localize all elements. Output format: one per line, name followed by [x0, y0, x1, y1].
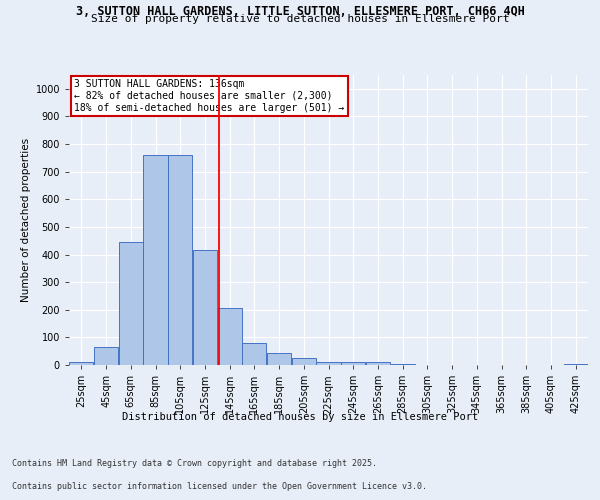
Bar [143, 155, 167, 365]
Bar [316, 362, 341, 365]
Bar [391, 364, 415, 365]
Bar [563, 364, 587, 365]
Bar [94, 347, 118, 365]
Y-axis label: Number of detached properties: Number of detached properties [22, 138, 31, 302]
Bar [168, 155, 192, 365]
Bar [267, 352, 291, 365]
Text: Contains HM Land Registry data © Crown copyright and database right 2025.: Contains HM Land Registry data © Crown c… [12, 458, 377, 468]
Bar [341, 362, 365, 365]
Bar [218, 308, 242, 365]
Bar [366, 362, 390, 365]
Text: 3 SUTTON HALL GARDENS: 136sqm
← 82% of detached houses are smaller (2,300)
18% o: 3 SUTTON HALL GARDENS: 136sqm ← 82% of d… [74, 80, 344, 112]
Bar [242, 344, 266, 365]
Text: Size of property relative to detached houses in Ellesmere Port: Size of property relative to detached ho… [91, 14, 509, 24]
Text: Distribution of detached houses by size in Ellesmere Port: Distribution of detached houses by size … [122, 412, 478, 422]
Text: 3, SUTTON HALL GARDENS, LITTLE SUTTON, ELLESMERE PORT, CH66 4QH: 3, SUTTON HALL GARDENS, LITTLE SUTTON, E… [76, 5, 524, 18]
Bar [193, 250, 217, 365]
Bar [119, 242, 143, 365]
Text: Contains public sector information licensed under the Open Government Licence v3: Contains public sector information licen… [12, 482, 427, 491]
Bar [292, 358, 316, 365]
Bar [70, 362, 94, 365]
